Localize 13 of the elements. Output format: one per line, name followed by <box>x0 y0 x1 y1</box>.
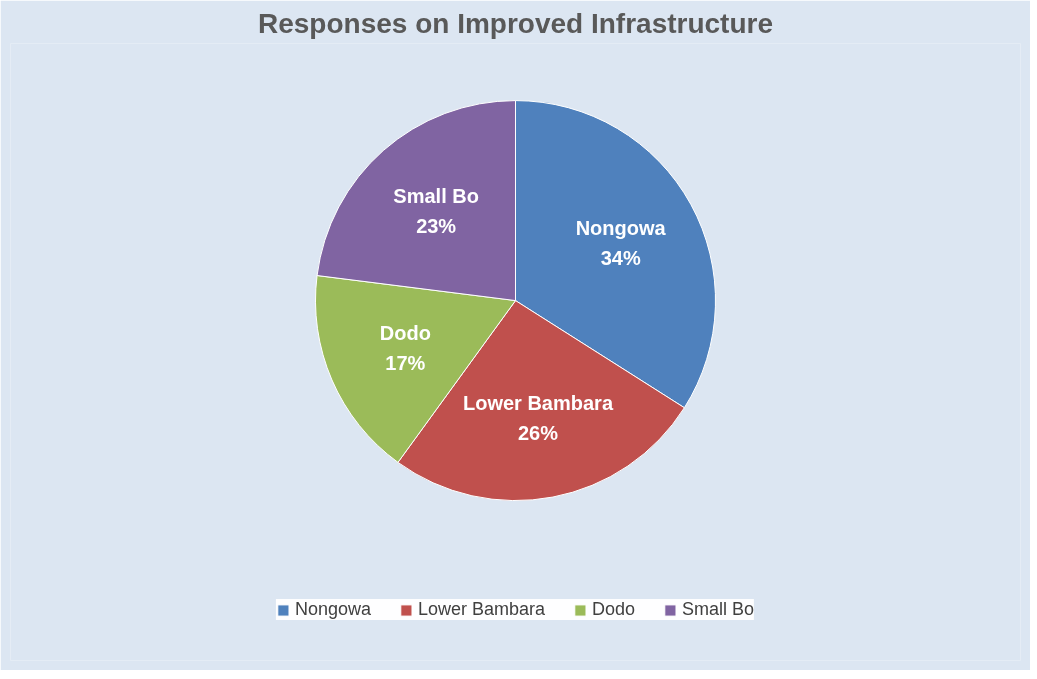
data-label: 34% <box>600 246 641 269</box>
slice-label: Dodo <box>379 322 431 345</box>
slice-label: Nongowa <box>575 216 667 239</box>
data-label: 23% <box>416 214 457 237</box>
chart-title: Responses on Improved Infrastructure <box>258 7 774 39</box>
legend-label: Small Bo <box>682 599 755 620</box>
legend-label: Nongowa <box>294 599 371 620</box>
legend-label: Lower Bambara <box>417 599 546 620</box>
legend-label: Dodo <box>592 599 636 620</box>
slice-label: Small Bo <box>393 184 479 207</box>
slice-label: Lower Bambara <box>462 392 614 415</box>
data-label: 26% <box>517 422 559 445</box>
data-label: 17% <box>385 352 426 375</box>
